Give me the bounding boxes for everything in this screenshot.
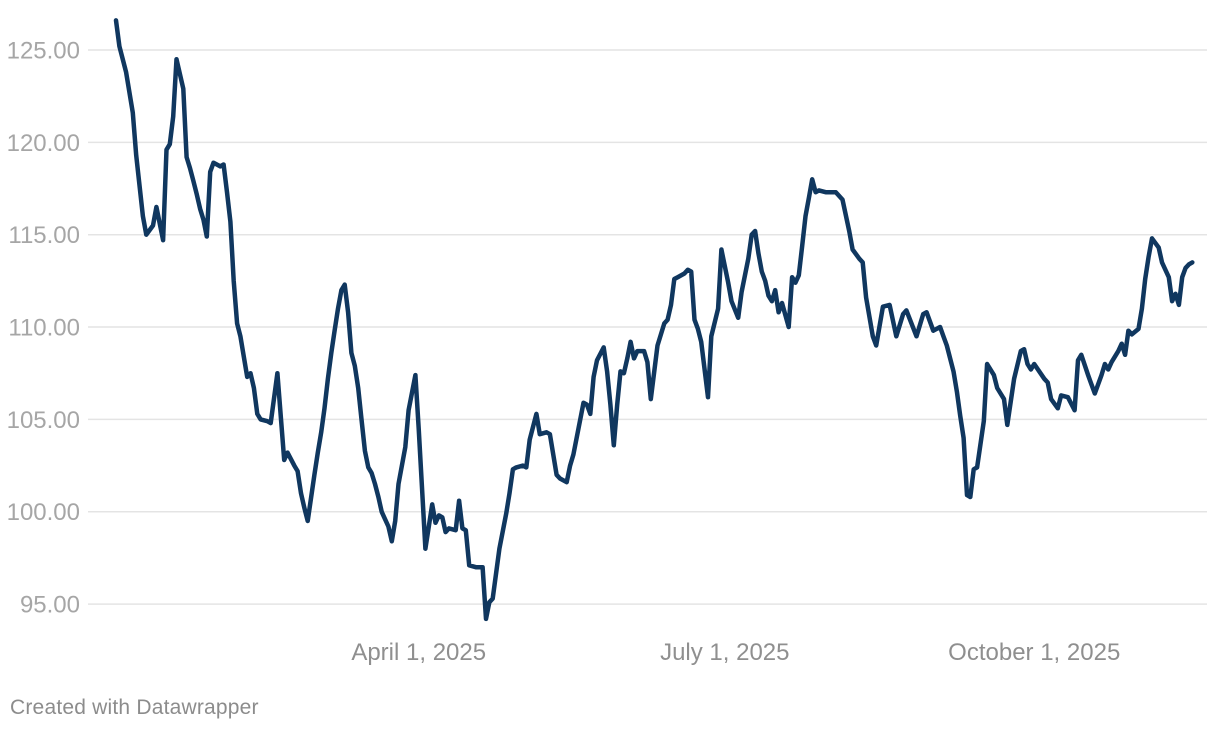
x-axis-tick-label: October 1, 2025 bbox=[948, 639, 1120, 666]
x-axis-tick-label: April 1, 2025 bbox=[351, 639, 486, 666]
y-axis-tick-label: 95.00 bbox=[20, 592, 80, 619]
y-axis-tick-label: 105.00 bbox=[7, 407, 80, 434]
y-axis-tick-label: 110.00 bbox=[8, 314, 80, 341]
data-line-series bbox=[113, 18, 1195, 622]
y-axis-tick-label: 100.00 bbox=[7, 499, 80, 526]
datawrapper-credit: Created with Datawrapper bbox=[10, 696, 259, 719]
y-axis-tick-label: 115.00 bbox=[8, 222, 80, 249]
y-axis-tick-label: 120.00 bbox=[7, 130, 80, 157]
x-axis-tick-label: July 1, 2025 bbox=[660, 639, 789, 666]
y-axis-tick-label: 125.00 bbox=[7, 37, 80, 64]
